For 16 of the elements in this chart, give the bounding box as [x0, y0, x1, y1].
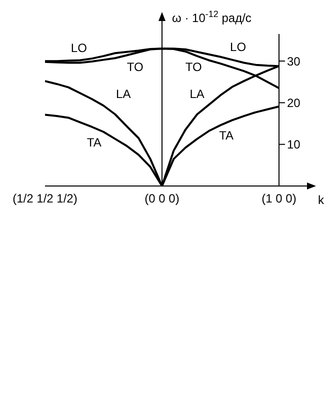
x-tick-label: (0 0 0)	[144, 192, 180, 206]
y-tick-label: 20	[287, 96, 301, 110]
y-tick-label: 30	[287, 54, 301, 68]
annotation: TA	[219, 128, 234, 143]
annotation: TA	[86, 136, 102, 150]
y-tick-label: 10	[287, 138, 301, 152]
annotation: TO	[185, 60, 202, 74]
x-tick-label: (1 0 0)	[262, 192, 296, 206]
annotation: LO	[230, 40, 246, 54]
x-tick-label: (1/2 1/2 1/2)	[12, 192, 78, 206]
y-axis-title: ω · 10$^{-12}$ рад/с	[172, 9, 252, 25]
x-axis-title: k	[318, 193, 325, 207]
annotation: LO	[70, 40, 87, 55]
annotation: LA	[190, 86, 204, 101]
annotation: LA	[116, 86, 131, 101]
annotation: TO	[126, 60, 144, 74]
